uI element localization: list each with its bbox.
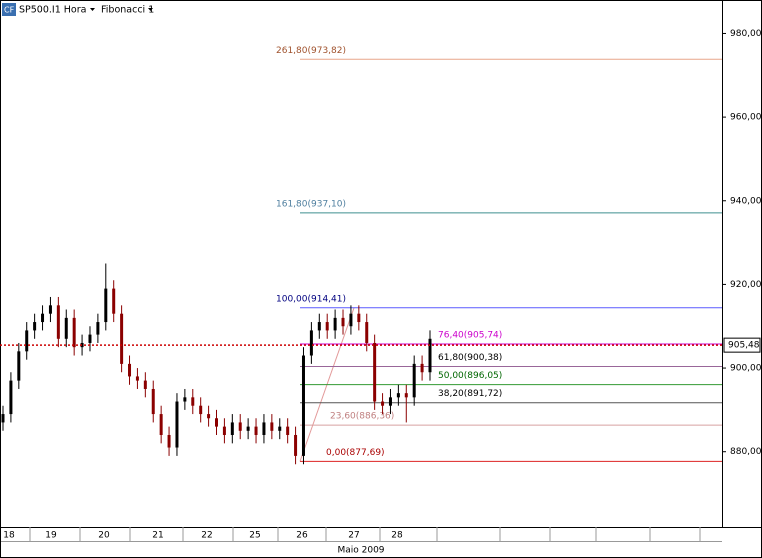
candle-body bbox=[246, 426, 250, 431]
fibonacci-label: 76,40(905,74) bbox=[438, 331, 502, 341]
date-label: 22 bbox=[201, 531, 212, 541]
last-price-box bbox=[723, 337, 761, 353]
candle-body bbox=[143, 380, 147, 389]
fibonacci-label: 23,60(886,36) bbox=[330, 412, 394, 422]
candle-body bbox=[64, 317, 68, 339]
candle-body bbox=[238, 422, 242, 431]
candle-body bbox=[88, 334, 92, 343]
y-tick-label: 940,00 bbox=[730, 196, 762, 206]
candle-body bbox=[80, 342, 84, 348]
candle-body bbox=[222, 426, 226, 435]
date-label: 20 bbox=[98, 531, 110, 541]
candle-body bbox=[120, 313, 124, 364]
candle-body bbox=[1, 414, 5, 423]
fibonacci-label: 0,00(877,69) bbox=[326, 448, 385, 458]
candle-body bbox=[215, 418, 218, 427]
candle-body bbox=[286, 426, 290, 435]
candle-body bbox=[199, 405, 203, 415]
fibonacci-label: 161,80(937,10) bbox=[276, 199, 346, 209]
symbol-label[interactable]: SP500.I1 Hora bbox=[19, 5, 86, 16]
candle-body bbox=[128, 363, 132, 377]
candle-body bbox=[191, 397, 195, 406]
candle-body bbox=[388, 397, 392, 406]
date-label: 19 bbox=[45, 531, 57, 541]
fibonacci-label: 100,00(914,41) bbox=[276, 294, 346, 304]
candle-body bbox=[357, 313, 361, 323]
app-icon-glyph: CF bbox=[4, 6, 15, 15]
y-tick-label: 900,00 bbox=[730, 364, 762, 374]
date-label: 28 bbox=[391, 531, 403, 541]
candle-body bbox=[341, 317, 345, 327]
date-label: 26 bbox=[296, 531, 308, 541]
candle-body bbox=[396, 393, 400, 398]
candle-body bbox=[9, 380, 13, 415]
candle-body bbox=[333, 317, 337, 331]
date-label: 18 bbox=[3, 531, 15, 541]
candle-body bbox=[96, 322, 100, 335]
candle-body bbox=[183, 397, 187, 402]
date-label: 25 bbox=[249, 531, 260, 541]
candle-body bbox=[56, 305, 60, 339]
candle-body bbox=[278, 426, 282, 431]
candle-body bbox=[270, 422, 274, 431]
candle-body bbox=[104, 288, 108, 323]
y-tick-label: 880,00 bbox=[730, 447, 762, 457]
candle-body bbox=[48, 305, 52, 314]
candle-body bbox=[151, 388, 155, 415]
last-price-label: 905,48 bbox=[728, 341, 760, 351]
candle-body bbox=[317, 322, 321, 331]
candle-body bbox=[230, 422, 234, 435]
app-icon[interactable] bbox=[2, 3, 16, 16]
candle-body bbox=[167, 434, 171, 448]
candle-body bbox=[135, 376, 139, 381]
candle-body bbox=[365, 322, 369, 343]
candle-body bbox=[325, 322, 329, 331]
y-tick-label: 980,00 bbox=[730, 29, 762, 39]
candle-body bbox=[294, 434, 298, 456]
candle-body bbox=[309, 330, 313, 356]
candle-body bbox=[72, 317, 76, 348]
fibonacci-label: 38,20(891,72) bbox=[438, 389, 502, 399]
candle-body bbox=[428, 338, 432, 373]
month-label: Maio 2009 bbox=[337, 546, 384, 556]
candle-body bbox=[412, 363, 416, 398]
date-label: 21 bbox=[152, 531, 163, 541]
candle-body bbox=[301, 355, 305, 456]
candle-body bbox=[33, 322, 37, 331]
candle-body bbox=[373, 342, 377, 402]
candle-body bbox=[207, 414, 211, 419]
candle-body bbox=[381, 401, 385, 406]
symbol-dropdown[interactable] bbox=[90, 8, 95, 11]
candle-body bbox=[262, 422, 266, 435]
fibonacci-label: 261,80(973,82) bbox=[276, 46, 346, 56]
candle-body bbox=[112, 288, 116, 314]
candle-body bbox=[349, 313, 353, 327]
candle-body bbox=[175, 401, 179, 448]
fibonacci-label: 50,00(896,05) bbox=[438, 371, 502, 381]
study-label[interactable]: Fibonacci 1 bbox=[101, 5, 154, 16]
date-label: 27 bbox=[348, 531, 359, 541]
candle-body bbox=[159, 414, 163, 435]
candle-body bbox=[254, 426, 258, 435]
study-dropdown[interactable] bbox=[148, 8, 153, 11]
fibonacci-label: 61,80(900,38) bbox=[438, 353, 502, 363]
candle-body bbox=[17, 351, 21, 381]
y-tick-label: 920,00 bbox=[730, 280, 762, 290]
candle-body bbox=[25, 330, 29, 352]
candle-body bbox=[404, 393, 408, 398]
candle-body bbox=[41, 313, 45, 323]
y-tick-label: 960,00 bbox=[730, 113, 762, 123]
candle-body bbox=[420, 363, 424, 373]
